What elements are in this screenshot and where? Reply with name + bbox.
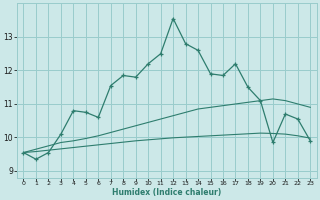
X-axis label: Humidex (Indice chaleur): Humidex (Indice chaleur) <box>112 188 221 197</box>
